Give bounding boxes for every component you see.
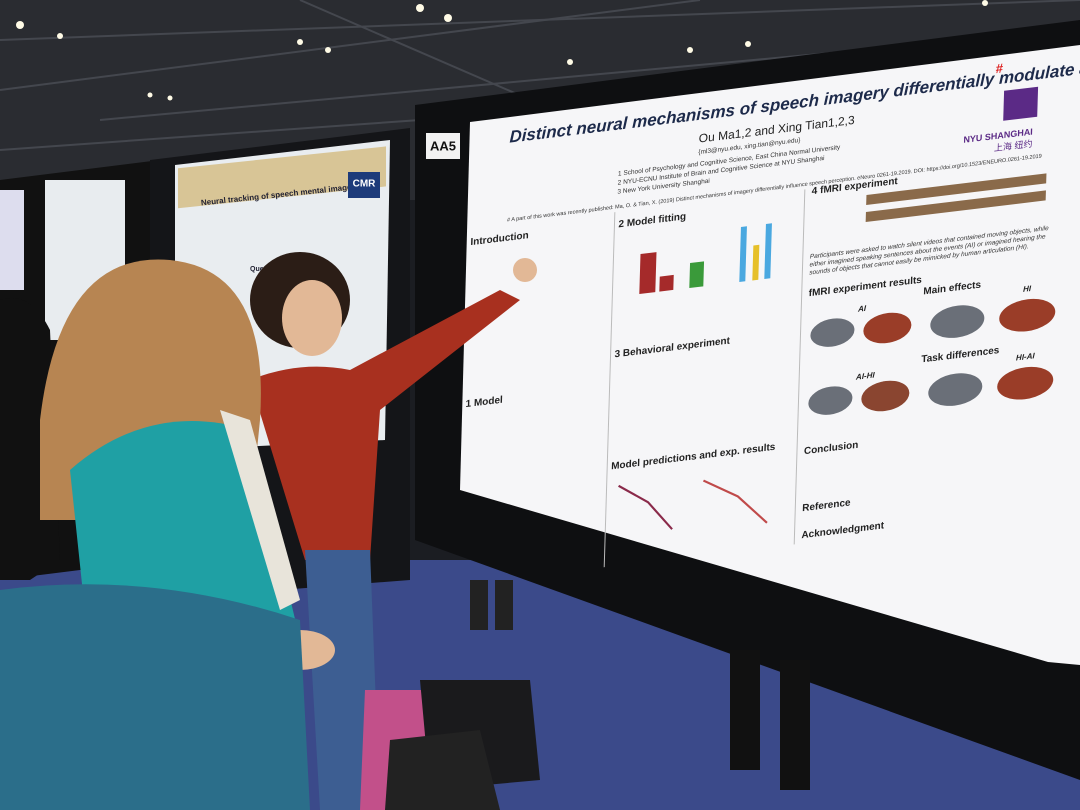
presenter [250, 252, 537, 810]
board-label: AA5 [430, 138, 456, 153]
panel-label: HI-AI [1016, 351, 1036, 362]
poster-title-mark: # [996, 60, 1004, 76]
legs [470, 580, 810, 790]
panel-label: AI [857, 304, 867, 314]
ceiling-lights [16, 0, 988, 101]
panel-label: AI-HI [855, 370, 876, 381]
back-poster [0, 190, 24, 290]
column-rule [603, 212, 616, 568]
left-logo [348, 172, 380, 198]
main-poster [460, 45, 1080, 665]
brain-images [808, 298, 1056, 415]
nyu-logo [1003, 86, 1039, 121]
panel-label: HI [1023, 284, 1032, 294]
section-heading: 1 Model [465, 395, 503, 410]
left-logo-text: CMR [353, 179, 377, 190]
column-rule [793, 189, 806, 545]
bags [0, 584, 540, 810]
logo-chinese: 上海 纽约 [994, 138, 1033, 154]
figures [618, 173, 1047, 530]
board-label-card [426, 133, 460, 159]
left-poster-header [178, 146, 386, 209]
